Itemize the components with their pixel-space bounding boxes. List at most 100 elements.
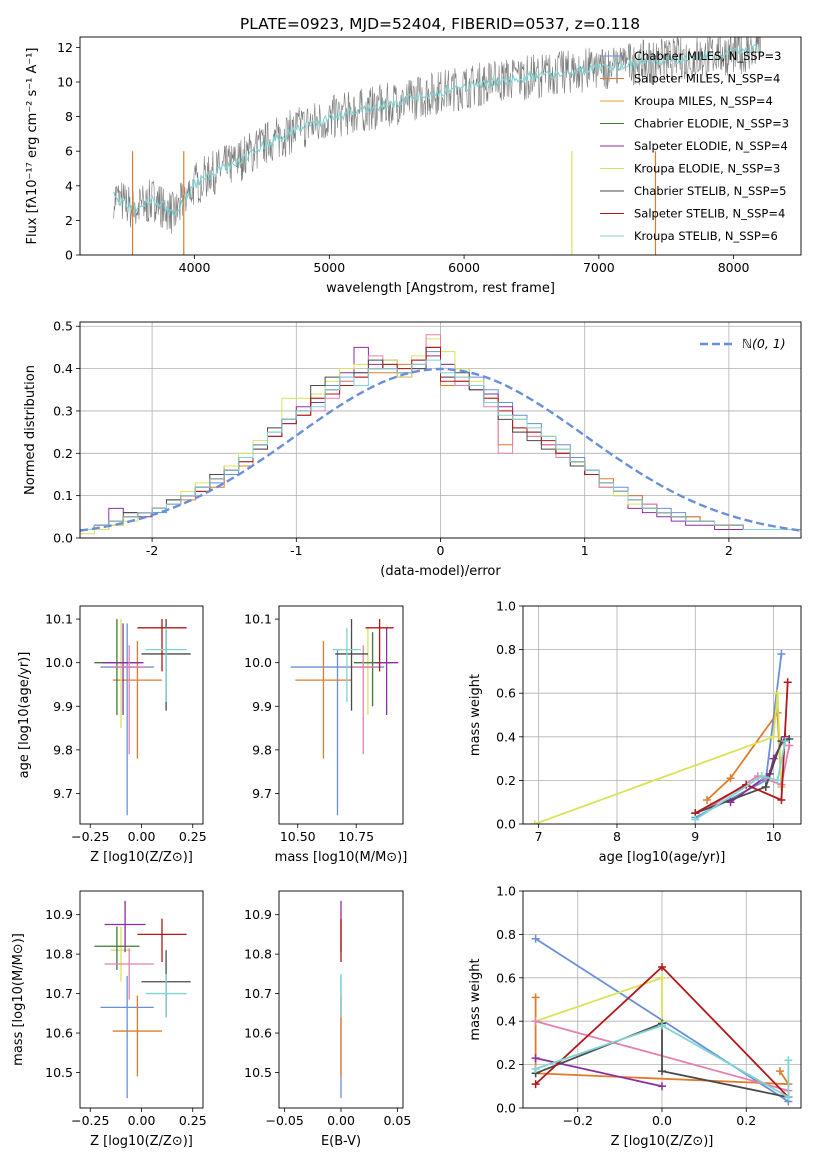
mass-vs-reddening-panel: −0.05 0.00 0.05 10.5 10.6 10.7 10.8 10.9 E(B-V) bbox=[244, 890, 411, 1149]
y-axis-label: mass weight bbox=[468, 958, 483, 1040]
y-tick-label: 10.8 bbox=[244, 947, 272, 962]
x-tick-label: 0 bbox=[437, 543, 445, 558]
y-tick-label: 10.0 bbox=[45, 655, 73, 670]
axes-frame bbox=[79, 321, 802, 539]
y-tick-label: 9.8 bbox=[252, 742, 272, 757]
y-tick-label: 0.4 bbox=[496, 1014, 516, 1029]
x-tick-label: -1 bbox=[290, 543, 302, 558]
y-tick-label: 10.6 bbox=[45, 1026, 73, 1041]
y-tick-label: 9.8 bbox=[53, 742, 73, 757]
figure-title: PLATE=0923, MJD=52404, FIBERID=0537, z=0… bbox=[240, 15, 640, 33]
y-tick-label: 0.3 bbox=[53, 403, 73, 418]
legend-entry: Kroupa MILES, N_SSP=4 bbox=[634, 94, 773, 108]
mass-weight-series bbox=[531, 934, 793, 1106]
x-tick-label: 6000 bbox=[448, 260, 480, 275]
x-axis-label: age [log10(age/yr)] bbox=[599, 850, 726, 865]
plus-marker bbox=[777, 796, 786, 805]
y-tick-label: 0.0 bbox=[496, 817, 516, 832]
x-tick-label: -2 bbox=[146, 543, 158, 558]
y-axis-label: Flux [fλ10⁻¹⁷ erg cm⁻² s⁻¹ A⁻¹] bbox=[25, 48, 40, 245]
plus-marker bbox=[784, 1056, 793, 1065]
y-tick-label: 0.1 bbox=[53, 488, 73, 503]
y-tick-label: 9.7 bbox=[252, 786, 272, 801]
y-tick-label: 10.7 bbox=[244, 986, 272, 1001]
legend-entry: Salpeter STELIB, N_SSP=4 bbox=[634, 207, 785, 221]
y-tick-label: 9.7 bbox=[53, 786, 73, 801]
y-axis-label: mass [log10(M/M⊙)] bbox=[11, 933, 26, 1066]
series-line bbox=[534, 693, 783, 824]
x-axis-label: Z [log10(Z/Z⊙)] bbox=[90, 1134, 193, 1149]
series-line bbox=[535, 1024, 790, 1099]
legend-entry: Chabrier ELODIE, N_SSP=3 bbox=[634, 117, 789, 131]
axes-frame bbox=[79, 890, 204, 1109]
plus-marker bbox=[757, 772, 766, 781]
spectrum-legend: Chabrier MILES, N_SSP=3 Salpeter MILES, N… bbox=[600, 49, 789, 243]
x-tick-label: 8000 bbox=[718, 260, 750, 275]
series-line bbox=[694, 741, 787, 821]
y-tick-label: 10.9 bbox=[244, 907, 272, 922]
y-tick-label: 9.9 bbox=[252, 699, 272, 714]
y-tick-label: 10 bbox=[57, 74, 73, 89]
y-tick-label: 0.2 bbox=[53, 446, 73, 461]
plus-marker bbox=[658, 1082, 666, 1091]
histogram-series bbox=[80, 334, 801, 535]
residual-histogram-panel: -2 -1 0 1 2 0.0 0.1 0.2 0.3 0.4 0.5 (data-model)/er… bbox=[23, 319, 802, 579]
plus-marker bbox=[531, 1054, 540, 1063]
series-line bbox=[694, 738, 790, 814]
plus-marker bbox=[691, 815, 700, 824]
y-tick-label: 0.8 bbox=[496, 927, 516, 942]
plus-marker bbox=[775, 1067, 784, 1076]
x-axis-label: Z [log10(Z/Z⊙)] bbox=[90, 850, 193, 865]
y-tick-label: 10.5 bbox=[244, 1065, 272, 1080]
x-tick-label: 7000 bbox=[583, 260, 615, 275]
series-line bbox=[534, 997, 791, 1086]
y-tick-label: 10.9 bbox=[45, 907, 73, 922]
error-bar-points bbox=[94, 619, 191, 816]
mass-weight-vs-age-panel: 7 8 9 10 0.0 0.2 0.4 0.6 0.8 1.0 age [log10(age/yr… bbox=[468, 599, 802, 865]
legend-entry: Salpeter ELODIE, N_SSP=4 bbox=[634, 139, 788, 153]
x-tick-label: 4000 bbox=[179, 260, 211, 275]
x-axis-label: Z [log10(Z/Z⊙)] bbox=[611, 1134, 714, 1149]
y-tick-label: 2 bbox=[65, 213, 73, 228]
y-tick-label: 0.4 bbox=[496, 729, 516, 744]
axes-frame bbox=[278, 890, 404, 1109]
axes-frame bbox=[79, 605, 204, 825]
plus-marker bbox=[531, 934, 540, 943]
y-tick-label: 10.7 bbox=[45, 986, 73, 1001]
y-tick-label: 10.0 bbox=[244, 655, 272, 670]
y-tick-label: 0.0 bbox=[496, 1101, 516, 1116]
x-axis-label: E(B-V) bbox=[321, 1134, 361, 1149]
plus-marker bbox=[773, 776, 782, 785]
plus-marker bbox=[784, 1093, 793, 1102]
y-tick-label: 8 bbox=[65, 109, 73, 124]
mass-weight-series bbox=[530, 649, 794, 824]
plus-marker bbox=[777, 649, 786, 658]
plus-marker bbox=[531, 993, 540, 1002]
legend-entry: Chabrier STELIB, N_SSP=5 bbox=[634, 184, 786, 198]
plus-marker bbox=[781, 737, 790, 746]
y-tick-label: 0.2 bbox=[496, 1057, 516, 1072]
x-tick-label: −0.25 bbox=[71, 829, 109, 844]
y-tick-label: 0.0 bbox=[53, 531, 73, 546]
legend-entry: Chabrier MILES, N_SSP=3 bbox=[634, 49, 781, 63]
x-tick-label: 7 bbox=[535, 829, 543, 844]
y-tick-label: 0.8 bbox=[496, 642, 516, 657]
x-tick-label: 10.50 bbox=[280, 829, 316, 844]
x-tick-label: 0.00 bbox=[128, 829, 156, 844]
error-bar-points bbox=[94, 900, 191, 1099]
x-tick-label: 0.0 bbox=[652, 1113, 672, 1128]
y-tick-label: 0.4 bbox=[53, 361, 73, 376]
y-tick-label: 12 bbox=[57, 40, 73, 55]
y-tick-label: 9.9 bbox=[53, 699, 73, 714]
axes-frame bbox=[522, 605, 802, 825]
y-axis-label: Normed distribution bbox=[23, 365, 38, 495]
y-tick-label: 0 bbox=[65, 248, 73, 263]
y-tick-label: 6 bbox=[65, 144, 73, 159]
series-line bbox=[694, 653, 783, 819]
y-tick-label: 10.5 bbox=[45, 1065, 73, 1080]
x-tick-label: 10.75 bbox=[338, 829, 374, 844]
series-line bbox=[535, 1022, 789, 1099]
mass-weight-vs-metallicity-panel: −0.2 0.0 0.2 0.0 0.2 0.4 0.6 0.8 1.0 Z [log10(Z/Z… bbox=[468, 884, 802, 1149]
x-axis-label: mass [log10(M/M⊙)] bbox=[275, 850, 408, 865]
plus-marker bbox=[531, 1080, 540, 1089]
